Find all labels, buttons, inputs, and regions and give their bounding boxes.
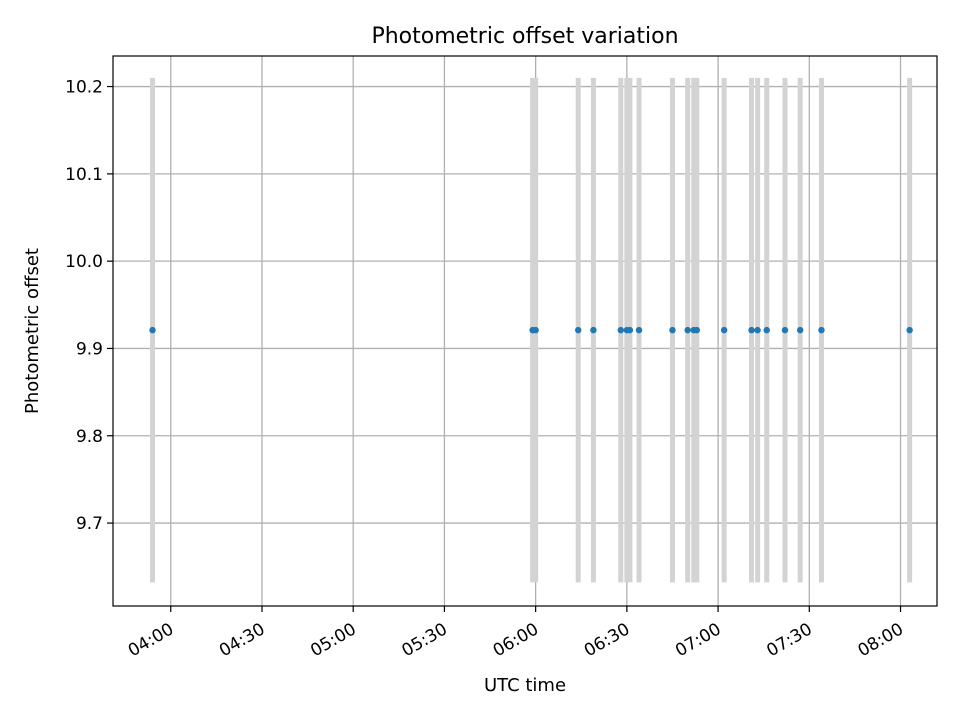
data-point: [818, 326, 825, 334]
y-tick-label: 9.7: [76, 514, 103, 534]
data-point: [748, 326, 755, 334]
y-axis-label: Photometric offset: [22, 248, 43, 414]
y-tick-label: 10.1: [65, 165, 103, 185]
x-tick-label: 05:00: [307, 619, 359, 661]
x-tick-label: 07:30: [763, 619, 815, 661]
data-point: [684, 326, 691, 334]
grid: [113, 56, 937, 606]
x-axis-label: UTC time: [484, 675, 566, 696]
data-point: [754, 326, 761, 334]
data-point: [575, 326, 582, 334]
y-tick-label: 9.8: [76, 427, 103, 447]
data-point: [781, 326, 789, 334]
data-point: [796, 326, 804, 334]
y-tick-label: 10.0: [65, 252, 103, 272]
x-tick-label: 04:30: [216, 619, 268, 661]
data-point: [590, 326, 597, 334]
x-tick-label: 05:30: [398, 619, 450, 661]
data-point: [906, 326, 913, 334]
data-point: [763, 326, 770, 334]
data-point: [635, 326, 643, 334]
data-point: [626, 326, 634, 334]
data-point: [149, 326, 156, 334]
y-axis-ticks: 9.7 9.8 9.9 10.0 10.1 10.2: [65, 78, 113, 534]
x-tick-label: 08:00: [855, 619, 907, 661]
x-tick-label: 07:00: [672, 619, 724, 661]
x-tick-label: 06:30: [581, 619, 633, 661]
x-tick-label: 06:00: [490, 619, 542, 661]
data-point: [669, 326, 676, 334]
data-point: [693, 326, 700, 334]
x-axis-ticks: 04:00 04:30 05:00 05:30 06:00 06:30 07:00 07:30…: [125, 606, 907, 661]
data-point: [720, 326, 728, 334]
y-tick-label: 9.9: [76, 339, 103, 359]
data-point: [617, 326, 624, 334]
plot-frame: [112, 55, 938, 607]
data-point: [532, 326, 539, 334]
chart-title: Photometric offset variation: [371, 24, 678, 49]
y-tick-label: 10.2: [65, 78, 103, 98]
data-points: [149, 326, 913, 334]
x-tick-label: 04:00: [125, 619, 177, 661]
